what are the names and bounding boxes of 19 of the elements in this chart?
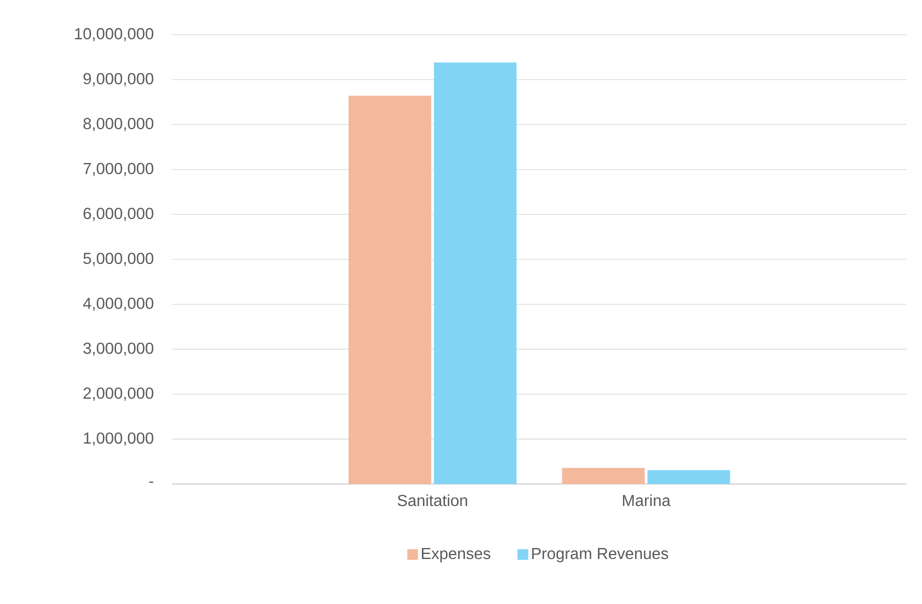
bar (348, 96, 432, 484)
y-tick-label: 7,000,000 (84, 162, 154, 176)
legend-label: Program Revenues (532, 548, 668, 562)
y-tick-label: 5,000,000 (83, 252, 154, 266)
y-tick-label: 2,000,000 (84, 388, 154, 401)
y-tick-label: 10,000,000 (75, 28, 154, 42)
x-tick-label: Sanitation (398, 494, 468, 506)
legend-label: Expenses (422, 548, 490, 562)
y-tick-label: 1,000,000 (84, 432, 154, 446)
y-tick-label: - (149, 482, 154, 483)
x-tick-label: Marina (622, 494, 671, 506)
bar (434, 62, 517, 484)
bar (562, 468, 645, 484)
bar (647, 470, 730, 484)
y-tick-label: 6,000,000 (84, 208, 154, 222)
y-tick-label: 3,000,000 (83, 342, 154, 356)
y-tick-label: 9,000,000 (84, 72, 154, 86)
y-tick-label: 8,000,000 (83, 118, 154, 132)
y-tick-label: 4,000,000 (83, 298, 154, 311)
